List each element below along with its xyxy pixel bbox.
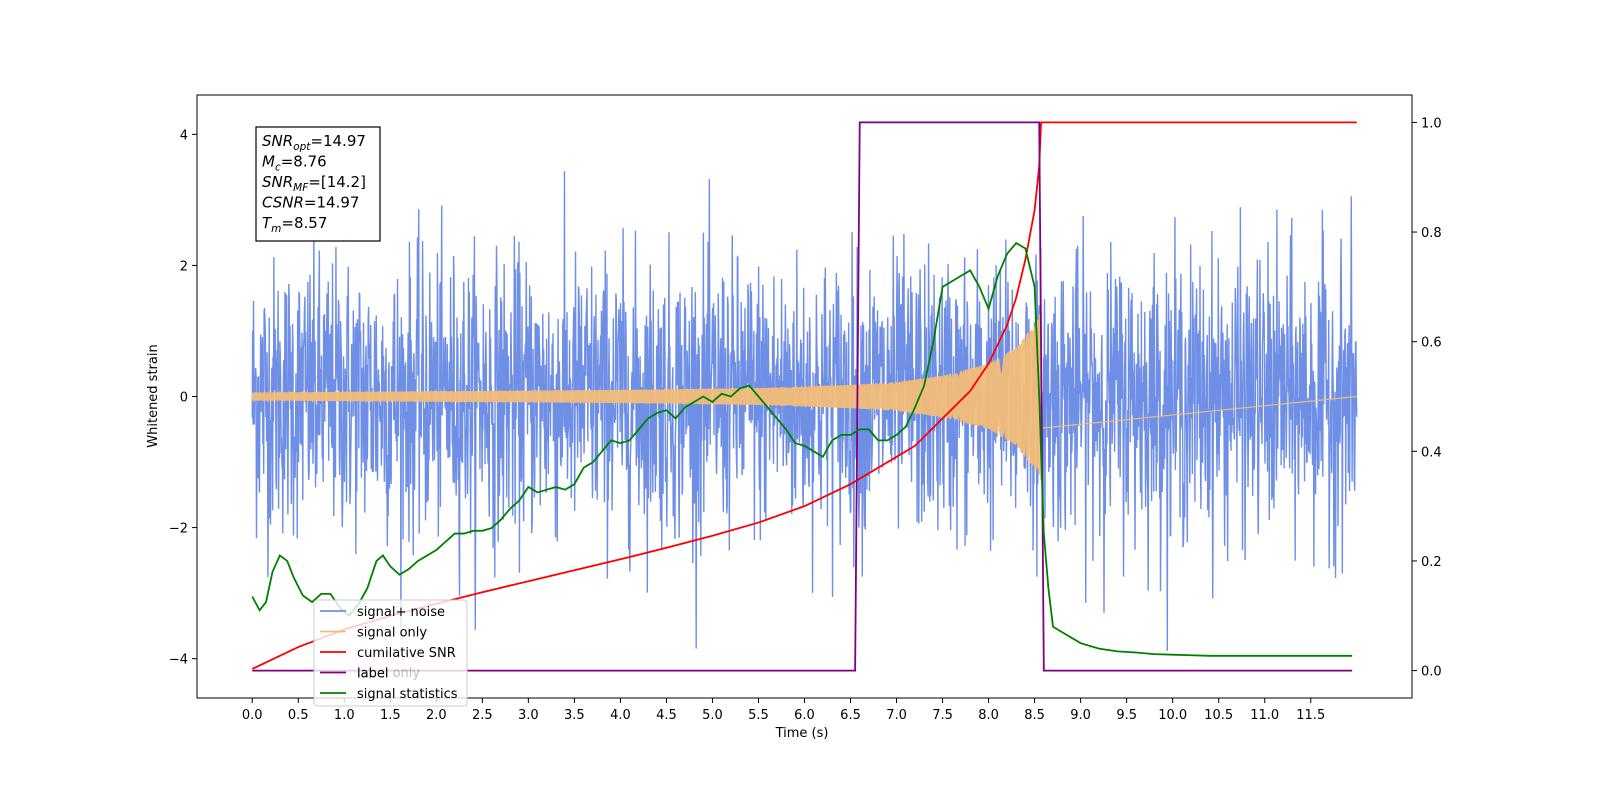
x-tick-label: 5.0 (702, 708, 723, 723)
x-tick-label: 4.5 (656, 708, 677, 723)
legend-label: signal only (357, 626, 427, 641)
annotation-line: SNRMF=[14.2] (262, 173, 366, 194)
x-tick-label: 10.0 (1158, 708, 1187, 723)
legend-frame (313, 599, 468, 707)
x-tick-label: 3.5 (564, 708, 585, 723)
series-signal-only-line (251, 314, 1357, 481)
y2-tick-label: 0.6 (1421, 336, 1442, 351)
annotation-frame (255, 126, 381, 242)
x-tick-label: 0.0 (242, 708, 263, 723)
x-tick-label: 1.5 (380, 708, 401, 723)
x-tick-label: 11.0 (1250, 708, 1279, 723)
legend: signal+ noise signal only cumilative SNR la… (313, 599, 468, 707)
x-tick-label: 11.5 (1296, 708, 1325, 723)
series-signal-noise-line (251, 171, 1358, 651)
legend-label: signal+ noise (357, 605, 445, 620)
x-tick-label: 6.5 (840, 708, 861, 723)
y-tick-label: −2 (169, 522, 188, 537)
annotation-line: SNRopt=14.97 (262, 132, 366, 153)
legend-label: label (357, 667, 388, 682)
series-signal-statistics-line (251, 241, 1353, 657)
legend-label: signal statistics (357, 687, 458, 702)
x-tick-label: 2.5 (472, 708, 493, 723)
legend-ghost-label: label only (357, 666, 420, 681)
x-tick-label: 7.0 (886, 708, 907, 723)
x-tick-label: 7.5 (932, 708, 953, 723)
x-tick-label: 9.0 (1070, 708, 1091, 723)
x-tick-label: 4.0 (610, 708, 631, 723)
y-tick-label: −4 (169, 653, 188, 668)
x-tick-label: 0.5 (288, 708, 309, 723)
stats-annotation-box: SNRopt=14.97Mc=8.76SNRMF=[14.2]CSNR=14.9… (255, 126, 381, 242)
annotation-line: CSNR=14.97 (262, 194, 359, 212)
x-tick-label: 10.5 (1204, 708, 1233, 723)
x-tick-label: 8.0 (978, 708, 999, 723)
series-label-line (252, 121, 1353, 672)
y2-tick-label: 1.0 (1421, 116, 1442, 131)
annotation-line: Tm=8.57 (262, 214, 327, 235)
y2-tick-label: 0.2 (1421, 555, 1442, 570)
legend-label: cumilative SNR (357, 646, 456, 661)
y-tick-label: 4 (180, 128, 188, 143)
x-axis-title: Time (s) (775, 726, 829, 741)
x-axis: 0.0 0.5 1.0 1.5 2.0 2.5 3.0 3.5 4.0 4.5 5.0 5.5 6.0 6… (242, 698, 1325, 723)
x-tick-label: 6.0 (794, 708, 815, 723)
y2-tick-label: 0.8 (1421, 226, 1442, 241)
x-tick-label: 3.0 (518, 708, 539, 723)
y-tick-label: 2 (180, 259, 188, 274)
y2-tick-label: 0.4 (1421, 445, 1442, 460)
y-tick-label: 0 (180, 391, 188, 406)
x-tick-label: 2.0 (426, 708, 447, 723)
y-axis-right: 0.0 0.2 0.4 0.6 0.8 1.0 (1412, 116, 1442, 680)
x-tick-label: 9.5 (1116, 708, 1137, 723)
y-axis-left: −4 −2 0 2 4 (169, 128, 197, 668)
y-axis-title: Whitened strain (146, 344, 161, 447)
x-tick-label: 1.0 (334, 708, 355, 723)
y2-tick-label: 0.0 (1421, 665, 1442, 680)
annotation-line: Mc=8.76 (262, 153, 327, 174)
x-tick-label: 8.5 (1024, 708, 1045, 723)
x-tick-label: 5.5 (748, 708, 769, 723)
